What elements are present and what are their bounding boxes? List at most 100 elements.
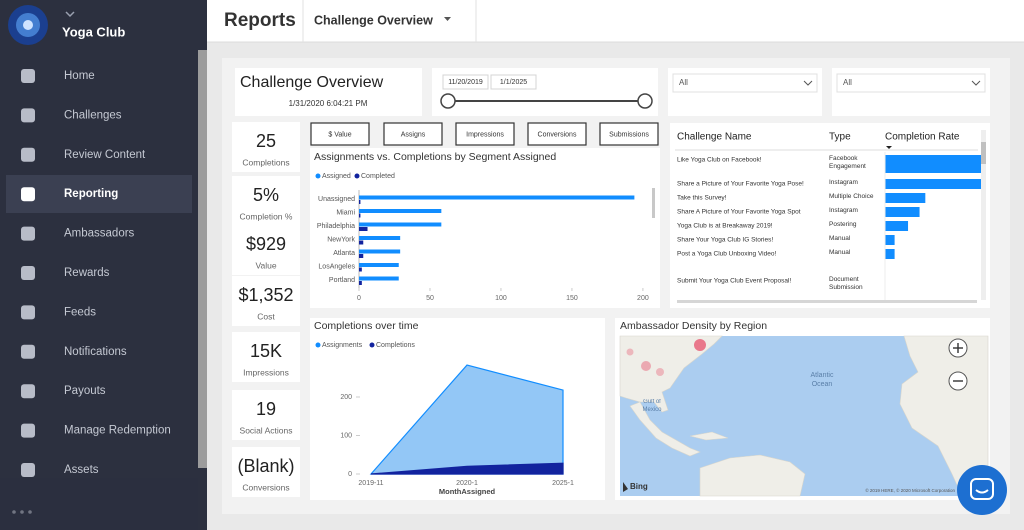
button-label[interactable]: Submissions [609,131,649,138]
kpi-label: Social Actions [240,425,293,435]
y-tick-label: Portland [329,277,355,284]
menu-icon[interactable] [21,69,35,83]
cell-name: Take this Survey! [677,195,727,202]
toggle-button[interactable] [527,122,587,146]
cell-type: Multiple Choice [829,193,874,200]
menu-item[interactable]: Rewards [64,267,110,279]
column-header[interactable]: Type [829,132,851,143]
map-land [699,454,806,497]
button-label[interactable]: $ Value [328,131,351,138]
sidebar-fade [0,478,198,530]
cell-type: Document Submission [829,276,863,292]
menu-item[interactable]: Feeds [64,306,96,318]
x-tick-label: 100 [495,295,507,302]
kpi-label: Completions [242,157,289,167]
menu-icon[interactable] [21,266,35,280]
kpi-value: 25 [256,131,276,151]
dropdown[interactable] [672,73,818,93]
map-land [689,431,729,441]
cell-name: Yoga Club is at Breakaway 2019! [677,223,773,230]
dropdown[interactable] [836,73,986,93]
toggle-button[interactable] [383,122,443,146]
menu-item[interactable]: Assets [64,464,99,476]
brand-caret[interactable] [65,11,75,18]
scrollbar[interactable] [652,188,655,218]
sidebar-scrollbar[interactable] [198,50,207,468]
cell-type-box: Manual [829,249,850,256]
menu-icon[interactable] [21,108,35,123]
bar [359,240,364,245]
rate-bar [885,179,981,189]
menu-item[interactable]: Reporting [64,188,118,200]
report-caret[interactable] [444,17,451,21]
table-card [670,123,990,308]
h-scrollbar[interactable] [677,300,977,303]
dropdown-chevron[interactable] [971,80,981,86]
scrollbar-track [981,130,986,300]
menu-icon[interactable] [21,344,35,359]
menu-icon[interactable] [21,226,35,241]
menu-item[interactable]: Payouts [64,385,106,397]
column-header[interactable]: Challenge Name [677,132,752,143]
menu-icon[interactable] [21,147,35,162]
header [207,0,1024,42]
date-input[interactable] [490,74,537,90]
toggle-button[interactable] [310,122,370,146]
kpi-card [232,122,300,172]
map-land [629,401,701,457]
cell-name: Post a Yoga Club Unboxing Video! [677,251,776,258]
cell-type: Facebook Engagement [829,155,866,171]
filter-value[interactable]: All [679,78,688,87]
kpi-label: Cost [257,311,275,321]
button-label[interactable]: Conversions [538,131,577,138]
bar [359,276,399,281]
slider-handle[interactable] [440,93,456,109]
chat-button[interactable] [957,465,1007,515]
column-header[interactable]: Completion Rate [885,132,960,143]
menu-item[interactable]: Ambassadors [64,228,135,240]
bar [359,263,399,267]
density-marker [626,348,634,356]
menu-icon[interactable] [21,384,35,399]
button-label[interactable]: Impressions [466,131,504,138]
bing-logo [623,482,628,492]
logo-core [23,20,33,30]
button-label[interactable]: Assigns [401,131,426,138]
menu-icon[interactable] [21,423,35,438]
menu-item[interactable]: Challenges [64,109,122,121]
slider-handle[interactable] [637,93,653,109]
cell-type-box: Multiple Choice [829,193,874,200]
menu-item[interactable]: Review Content [64,149,146,161]
report-selector[interactable]: Challenge Overview [314,13,433,27]
menu-icon[interactable] [21,305,35,320]
menu-item[interactable]: Notifications [64,346,127,358]
menu-icon[interactable] [21,463,35,477]
dropdown-chevron[interactable] [803,80,813,86]
bar [359,236,401,240]
kpi-card [232,447,300,497]
kpi-card [232,390,300,440]
scrollbar-thumb[interactable] [981,142,986,164]
date-value[interactable]: 1/1/2025 [500,79,527,86]
menu-item[interactable]: Home [64,70,95,82]
sort-indicator[interactable] [886,146,892,149]
chart-title: Assignments vs. Completions by Segment A… [314,151,556,163]
density-marker [656,368,664,376]
toggle-button[interactable] [599,122,659,146]
x-tick-label: 0 [357,295,361,302]
cell-type: Manual [829,235,851,242]
filter-value[interactable]: All [843,78,852,87]
rate-bar [885,207,920,217]
menu-icon[interactable] [21,187,35,202]
bar [359,209,442,213]
toggle-button[interactable] [455,122,515,146]
date-input[interactable] [442,74,489,90]
x-tick-label: 2019-11 [358,480,383,487]
map-label-box: Gulf of Mexico [642,399,661,413]
cell-type: Instagram [829,179,858,186]
date-value[interactable]: 11/20/2019 [448,79,483,86]
y-tick-label: NewYork [327,236,355,243]
menu-item[interactable]: Manage Redemption [64,425,171,437]
y-tick-label: Miami [336,209,355,216]
